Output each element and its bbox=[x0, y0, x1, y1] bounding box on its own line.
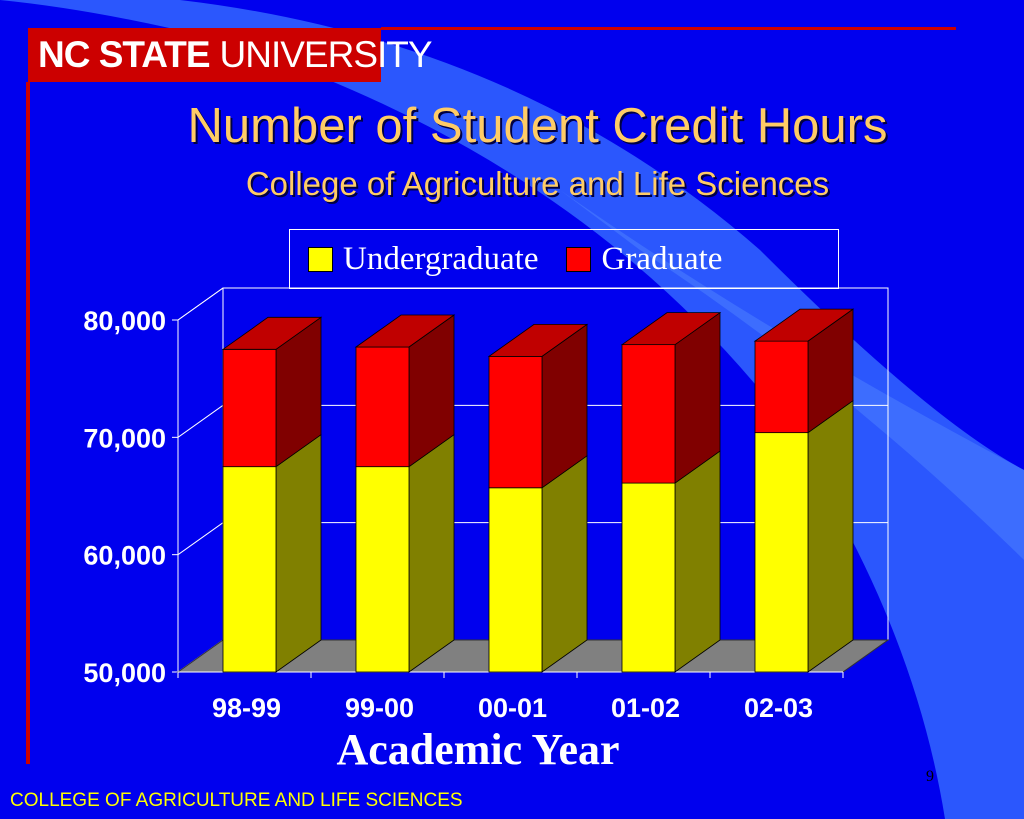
bar-undergraduate bbox=[488, 487, 543, 673]
legend-label-graduate: Graduate bbox=[601, 240, 723, 277]
slide-subtitle: College of Agriculture and Life Sciences bbox=[245, 165, 830, 202]
y-tick-label: 60,000 bbox=[83, 541, 166, 571]
bar-graduate bbox=[754, 340, 809, 434]
left-rule bbox=[26, 82, 30, 764]
x-axis-title: Academic Year bbox=[336, 725, 619, 774]
bar-graduate-top bbox=[753, 308, 855, 342]
gridline-side bbox=[177, 522, 224, 556]
y-tick-label: 80,000 bbox=[83, 306, 166, 336]
top-rule bbox=[381, 27, 956, 30]
x-tick-label: 02-03 bbox=[744, 693, 813, 723]
legend-item-undergraduate: Undergraduate bbox=[308, 241, 538, 278]
bar-graduate bbox=[222, 348, 277, 468]
bar-graduate bbox=[488, 355, 543, 489]
bar-undergraduate bbox=[621, 482, 676, 673]
bar-graduate-top bbox=[620, 312, 722, 346]
bar-undergraduate-side bbox=[541, 455, 588, 673]
page-number: 9 bbox=[926, 768, 934, 785]
legend-swatch-graduate bbox=[566, 246, 592, 272]
x-tick-label: 00-01 bbox=[478, 693, 547, 723]
gridline-side bbox=[177, 287, 224, 321]
bar-graduate bbox=[355, 346, 410, 468]
footer-text: COLLEGE OF AGRICULTURE AND LIFE SCIENCES bbox=[10, 790, 463, 811]
slide-title: Number of Student Credit Hours bbox=[187, 99, 888, 153]
bar-undergraduate-side bbox=[408, 433, 455, 673]
bar-undergraduate bbox=[222, 466, 277, 673]
bar-undergraduate bbox=[754, 432, 809, 673]
bar-graduate bbox=[621, 344, 676, 484]
bar-undergraduate-side bbox=[674, 450, 721, 673]
bar-graduate-top bbox=[354, 314, 456, 348]
x-tick-label: 99-00 bbox=[345, 693, 414, 723]
x-tick-label: 98-99 bbox=[212, 693, 281, 723]
chart-legend: Undergraduate Graduate bbox=[289, 229, 839, 289]
bar-undergraduate bbox=[355, 466, 410, 673]
legend-label-undergraduate: Undergraduate bbox=[343, 240, 539, 277]
bar-undergraduate-side bbox=[275, 433, 322, 673]
bar-undergraduate-side bbox=[807, 399, 854, 673]
university-logo: NC STATE UNIVERSITY bbox=[28, 28, 433, 82]
gridline-side bbox=[177, 404, 224, 438]
bar-graduate-top bbox=[221, 316, 323, 350]
legend-item-graduate: Graduate bbox=[566, 241, 722, 278]
x-tick-label: 01-02 bbox=[611, 693, 680, 723]
bar-graduate-top bbox=[487, 323, 589, 357]
y-tick-label: 70,000 bbox=[83, 423, 166, 453]
legend-swatch-undergraduate bbox=[308, 246, 333, 272]
y-tick-label: 50,000 bbox=[83, 658, 166, 688]
